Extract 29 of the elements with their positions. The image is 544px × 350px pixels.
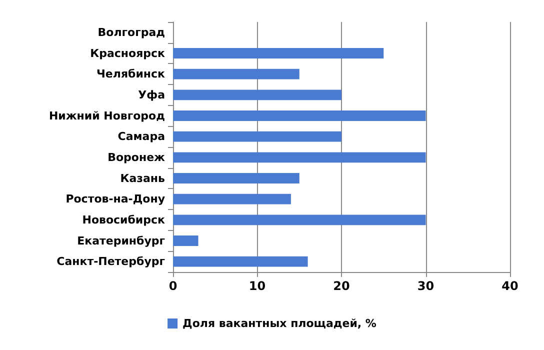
y-tick-label: Нижний Новгород	[48, 109, 166, 122]
y-tick-label: Екатеринбург	[77, 234, 166, 248]
bar	[173, 236, 198, 246]
y-tick-label: Уфа	[138, 88, 165, 102]
x-tick-label: 10	[248, 279, 266, 293]
x-tick-label: 0	[168, 279, 178, 293]
y-tick-label: Санкт-Петербург	[56, 255, 166, 268]
bar	[173, 256, 308, 267]
legend-label: Доля вакантных площадей, %	[182, 317, 376, 330]
y-tick-label: Казань	[120, 172, 166, 185]
bar	[173, 194, 291, 204]
y-tick-label: Волгоград	[98, 26, 166, 39]
x-tick-label: 20	[333, 279, 350, 293]
y-tick-label: Новосибирск	[82, 213, 166, 226]
y-tick-label: Самара	[118, 130, 165, 144]
y-tick-label: Красноярск	[90, 46, 166, 60]
x-tick-label: 30	[417, 279, 434, 293]
bar	[173, 214, 426, 226]
y-tick-label: Ростов-на-Дону	[66, 192, 165, 206]
x-tick-label: 40	[502, 279, 518, 293]
y-tick-label: Челябинск	[96, 68, 166, 81]
bar	[173, 131, 342, 142]
bar	[173, 68, 300, 80]
bar	[173, 110, 426, 121]
bar	[173, 173, 300, 184]
bar	[173, 152, 426, 163]
bar	[173, 90, 342, 100]
bar	[173, 48, 384, 58]
y-tick-label: Воронеж	[108, 150, 166, 164]
